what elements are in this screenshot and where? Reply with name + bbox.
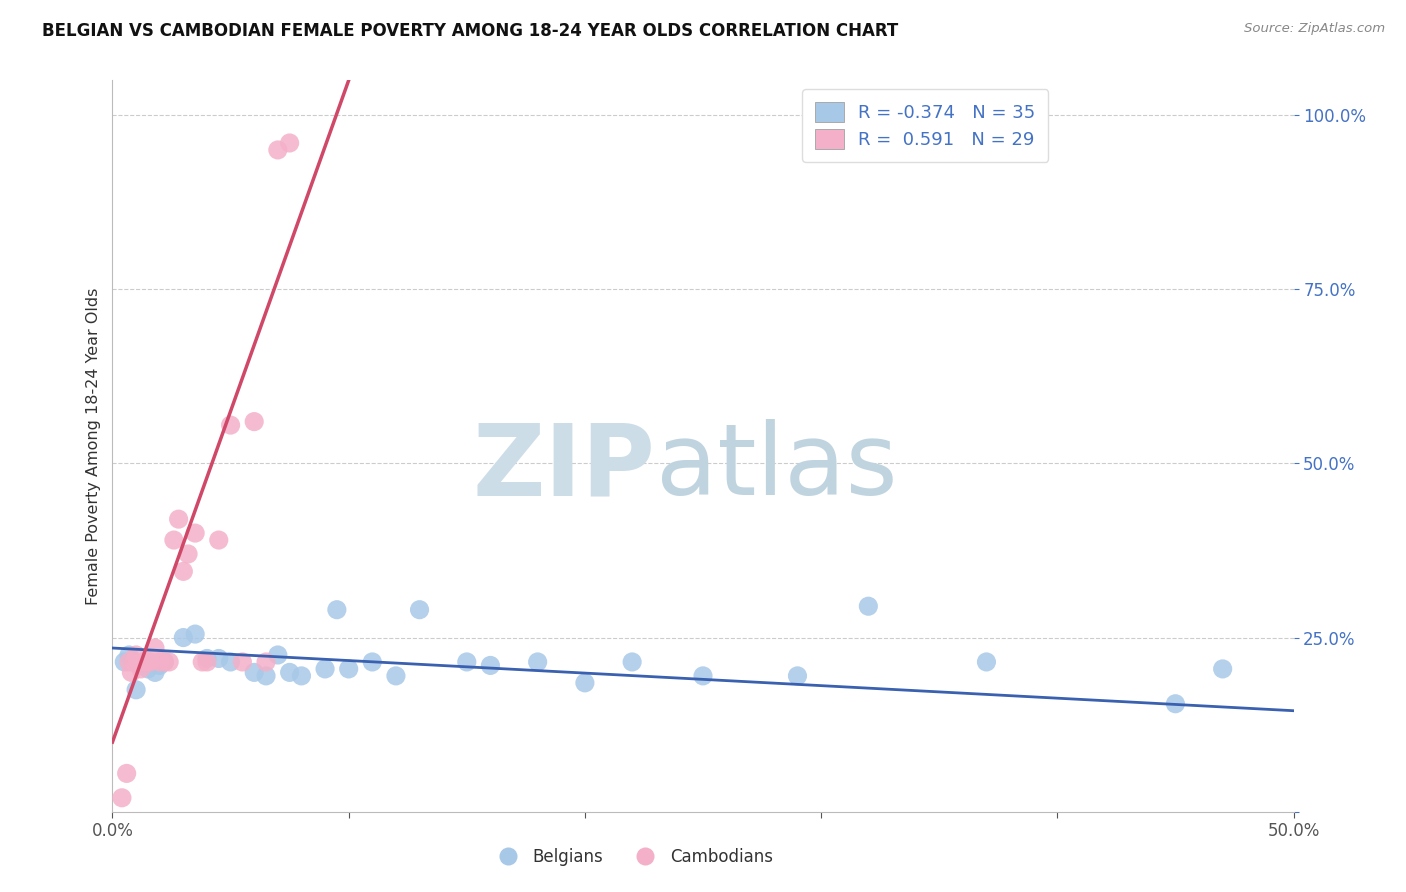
Point (153, 655, 176, 669)
Point (621, 655, 644, 669)
Point (135, 655, 157, 669)
Point (125, 648, 148, 662)
Point (1212, 662, 1234, 676)
Point (219, 418, 242, 433)
Point (125, 682, 148, 697)
Point (195, 651, 218, 665)
Point (122, 655, 145, 669)
Point (149, 655, 172, 669)
Point (574, 676, 596, 690)
Text: Source: ZipAtlas.com: Source: ZipAtlas.com (1244, 22, 1385, 36)
Point (479, 658, 502, 673)
Point (326, 603, 349, 617)
Point (526, 655, 548, 669)
Point (153, 655, 176, 669)
Point (976, 655, 998, 669)
Text: BELGIAN VS CAMBODIAN FEMALE POVERTY AMONG 18-24 YEAR OLDS CORRELATION CHART: BELGIAN VS CAMBODIAN FEMALE POVERTY AMON… (42, 22, 898, 40)
Point (149, 658, 172, 673)
Point (278, 136, 301, 150)
Point (172, 631, 194, 645)
Point (139, 655, 162, 669)
Point (243, 665, 266, 680)
Point (692, 669, 714, 683)
Point (361, 655, 384, 669)
Point (132, 655, 155, 669)
Point (786, 669, 808, 683)
Point (184, 627, 207, 641)
Point (115, 766, 138, 780)
Point (112, 655, 135, 669)
Point (408, 603, 430, 617)
Point (167, 512, 190, 526)
Point (136, 662, 159, 676)
Point (143, 665, 166, 680)
Point (208, 651, 231, 665)
Point (184, 526, 207, 541)
Point (143, 640, 166, 655)
Point (157, 655, 180, 669)
Point (254, 655, 277, 669)
Point (163, 533, 186, 547)
Point (337, 662, 360, 676)
Point (456, 655, 478, 669)
Point (191, 655, 214, 669)
Point (177, 547, 200, 561)
Point (243, 415, 266, 429)
Point (195, 655, 218, 669)
Point (858, 599, 880, 614)
Point (111, 790, 134, 805)
Y-axis label: Female Poverty Among 18-24 Year Olds: Female Poverty Among 18-24 Year Olds (86, 287, 101, 605)
Text: ZIP: ZIP (472, 419, 655, 516)
Point (120, 665, 142, 680)
Point (278, 665, 301, 680)
Point (231, 655, 253, 669)
Point (254, 669, 277, 683)
Point (132, 658, 155, 673)
Point (290, 669, 312, 683)
Point (118, 655, 141, 669)
Point (208, 533, 231, 547)
Point (385, 669, 408, 683)
Point (1164, 697, 1187, 711)
Point (267, 648, 290, 662)
Point (267, 143, 290, 157)
Point (314, 662, 336, 676)
Legend: Belgians, Cambodians: Belgians, Cambodians (485, 841, 780, 873)
Point (219, 655, 242, 669)
Text: atlas: atlas (655, 419, 897, 516)
Point (118, 648, 141, 662)
Point (172, 565, 194, 579)
Point (129, 662, 152, 676)
Point (136, 655, 159, 669)
